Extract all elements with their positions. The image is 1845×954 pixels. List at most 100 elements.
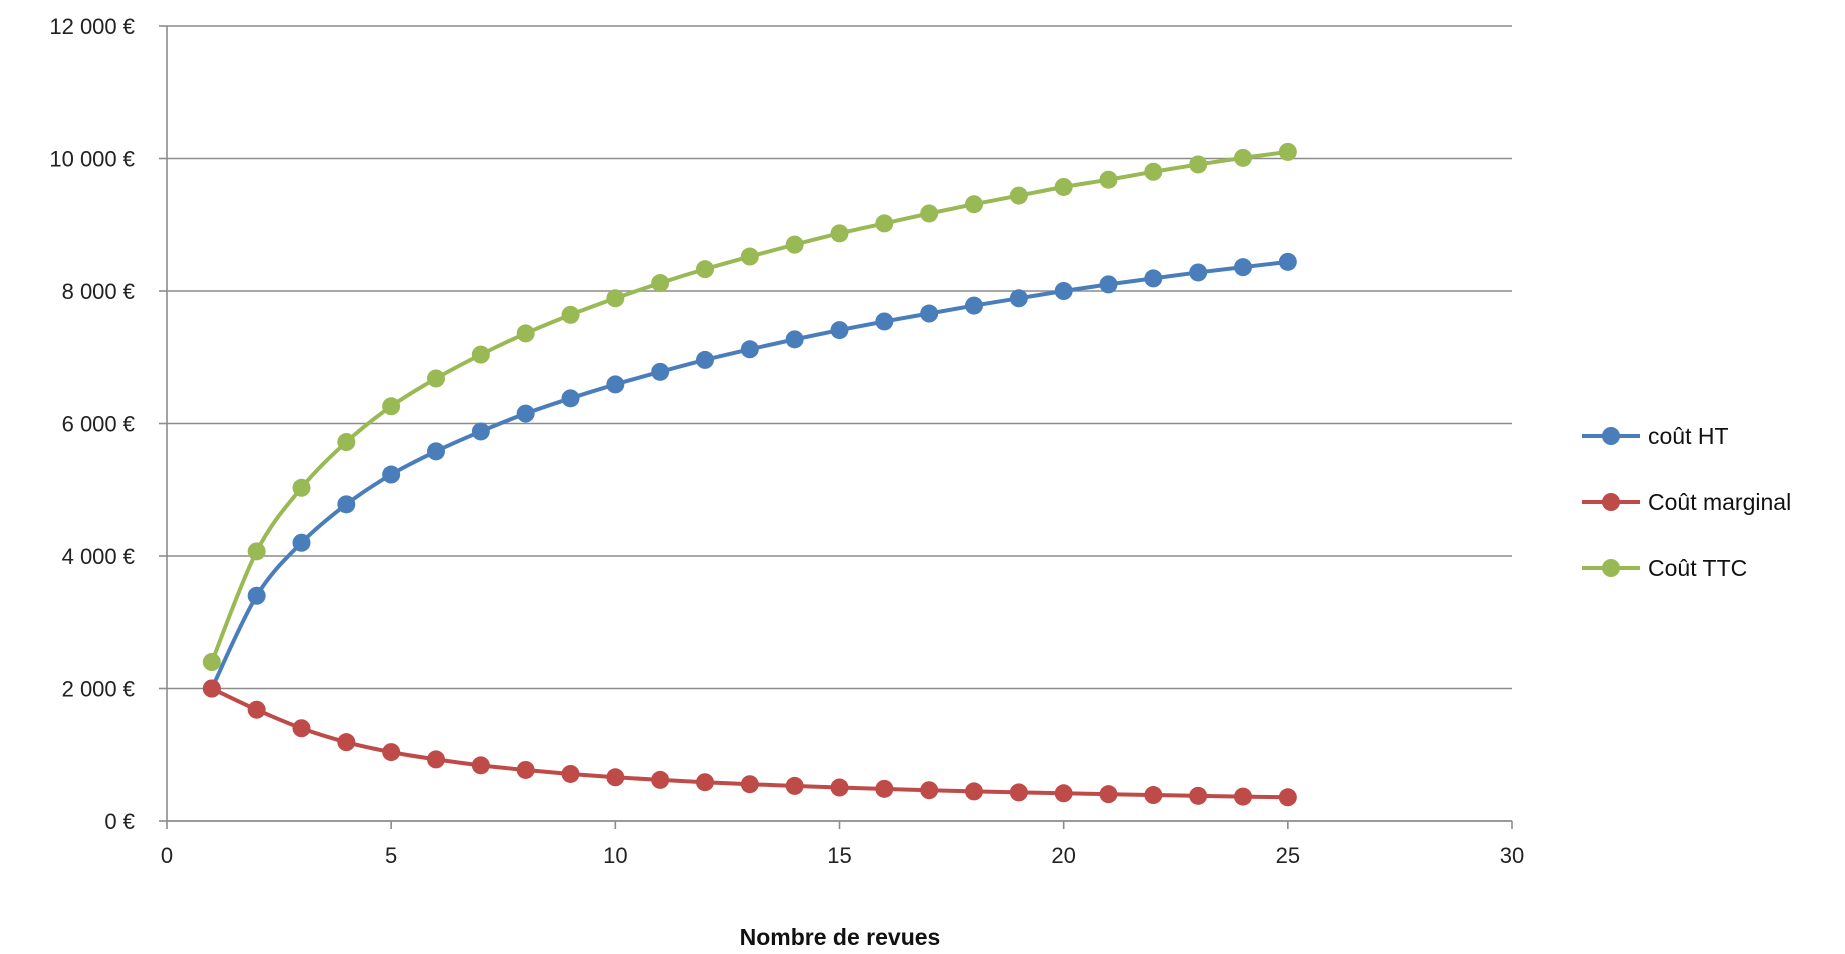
data-point [785, 235, 804, 254]
x-tick-label: 30 [1500, 843, 1524, 868]
data-point [202, 653, 221, 671]
data-point [651, 362, 670, 381]
y-tick-label: 6 000 € [62, 412, 135, 437]
x-axis-tick-labels: 0 5 10 15 20 25 30 [161, 843, 1524, 868]
data-point [337, 495, 356, 514]
data-point [561, 305, 580, 324]
data-point [471, 345, 490, 364]
data-point [1144, 786, 1163, 805]
data-point [561, 389, 580, 408]
legend-label: coût HT [1648, 423, 1729, 449]
data-point [1054, 177, 1073, 196]
data-point [1099, 785, 1118, 804]
data-point [965, 782, 983, 801]
data-point [785, 776, 804, 795]
data-point [516, 760, 535, 779]
y-tick-label: 8 000 € [62, 279, 135, 304]
legend-marker [1602, 493, 1620, 511]
legend: coût HT Coût marginal Coût TTC [1582, 423, 1791, 581]
x-tick-label: 25 [1276, 843, 1300, 868]
y-tick-label: 2 000 € [62, 677, 135, 702]
data-point [875, 312, 894, 331]
x-tick-label: 0 [161, 843, 173, 868]
axes [159, 25, 1513, 829]
legend-label: Coût TTC [1648, 555, 1747, 581]
data-point [1009, 289, 1028, 308]
data-point [830, 778, 849, 797]
data-point [561, 764, 580, 783]
data-point [830, 224, 849, 243]
data-point [382, 397, 401, 416]
data-point [651, 274, 670, 293]
data-point [1189, 263, 1208, 282]
data-point [382, 743, 401, 762]
data-point [247, 542, 266, 561]
series-1 [202, 679, 1297, 807]
data-point [920, 204, 939, 223]
series-line [209, 149, 1289, 663]
data-point [427, 442, 445, 461]
data-point [875, 214, 894, 233]
data-point [1009, 186, 1028, 205]
data-point [1278, 142, 1297, 161]
series-2 [202, 142, 1297, 671]
data-series [202, 142, 1297, 807]
data-point [875, 779, 894, 798]
gridlines [167, 25, 1512, 822]
legend-label: Coût marginal [1648, 489, 1791, 515]
data-point [247, 700, 266, 719]
data-point [292, 533, 311, 552]
data-point [606, 289, 625, 308]
data-point [427, 750, 445, 769]
data-point [516, 324, 535, 343]
data-point [1099, 275, 1118, 294]
x-tick-label: 15 [827, 843, 851, 868]
x-axis-title: Nombre de revues [740, 924, 941, 950]
data-point [1278, 252, 1297, 271]
x-tick-label: 20 [1051, 843, 1075, 868]
legend-marker [1602, 559, 1620, 577]
data-point [740, 247, 759, 266]
data-point [740, 775, 759, 794]
data-point [696, 350, 714, 369]
data-point [337, 433, 356, 452]
data-point [202, 679, 221, 698]
data-point [1189, 786, 1208, 805]
data-point [292, 719, 311, 738]
data-point [740, 340, 759, 359]
data-point [696, 773, 714, 792]
data-point [292, 478, 311, 497]
data-point [471, 422, 490, 441]
y-tick-label: 4 000 € [62, 544, 135, 569]
data-point [606, 375, 625, 394]
data-point [1234, 258, 1252, 277]
data-point [1234, 148, 1252, 167]
data-point [1144, 162, 1163, 181]
data-point [920, 304, 939, 323]
data-point [785, 330, 804, 349]
data-point [516, 404, 535, 423]
data-point [1099, 170, 1118, 189]
data-point [1054, 784, 1073, 803]
data-point [920, 781, 939, 800]
y-tick-label: 10 000 € [49, 147, 135, 172]
y-tick-label: 0 € [104, 809, 135, 834]
series-0 [202, 252, 1297, 698]
data-point [471, 756, 490, 775]
legend-item: coût HT [1582, 423, 1729, 449]
data-point [830, 321, 849, 340]
data-point [606, 768, 625, 787]
data-point [1189, 155, 1208, 174]
y-tick-label: 12 000 € [49, 14, 135, 39]
data-point [696, 260, 714, 279]
data-point [651, 770, 670, 789]
x-tick-label: 5 [385, 843, 397, 868]
data-point [1278, 788, 1297, 807]
legend-marker [1602, 427, 1620, 445]
y-axis-tick-labels: 0 € 2 000 € 4 000 € 6 000 € 8 000 € 10 000 € 1… [49, 14, 135, 834]
x-tick-label: 10 [603, 843, 627, 868]
data-point [337, 733, 356, 752]
data-point [965, 296, 983, 315]
data-point [1234, 787, 1252, 806]
